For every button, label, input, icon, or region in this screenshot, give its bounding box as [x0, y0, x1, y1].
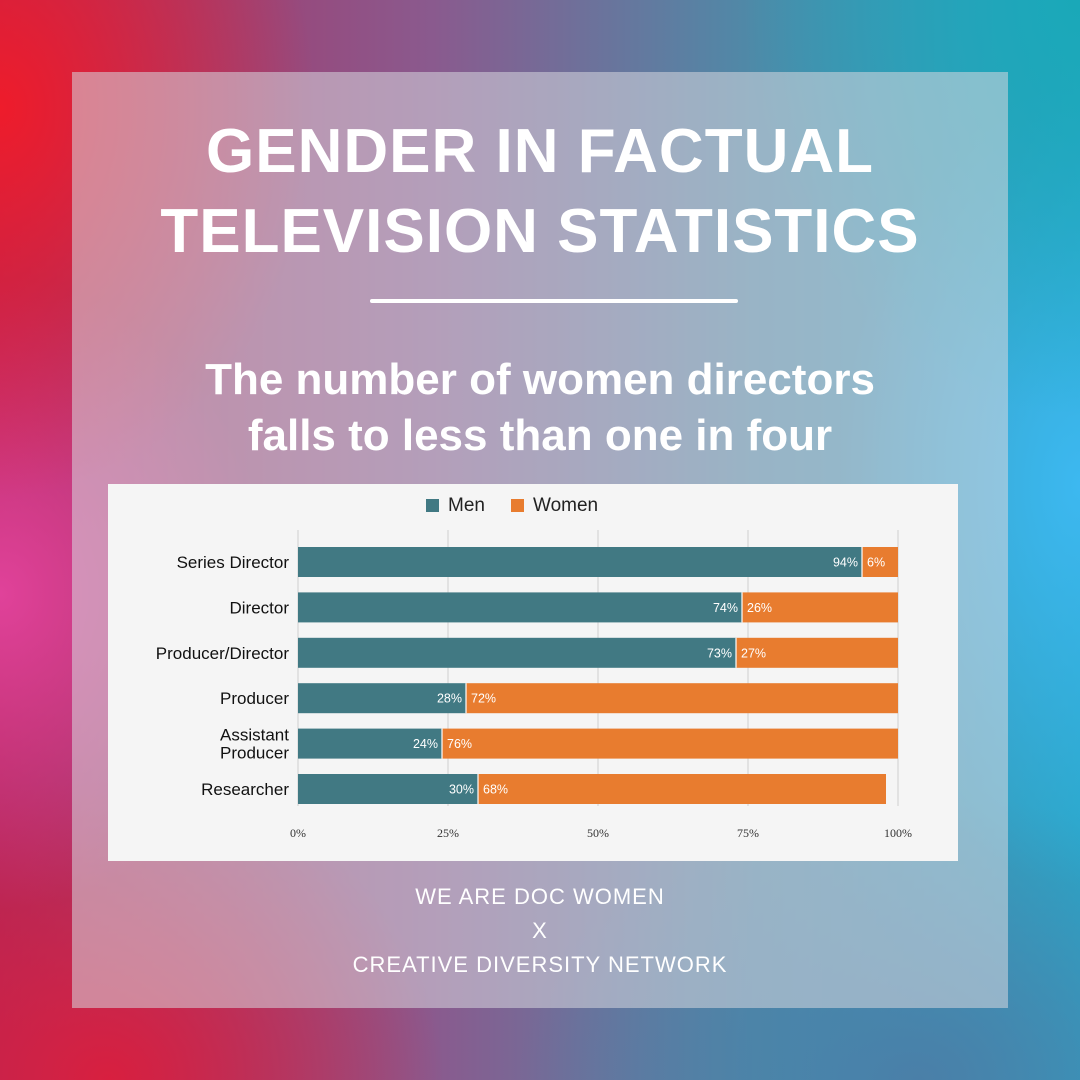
category-label: Producer — [220, 744, 289, 763]
category-label: Researcher — [201, 780, 289, 799]
data-label-women: 72% — [471, 692, 496, 706]
bar-men — [298, 637, 736, 668]
x-tick-label: 75% — [737, 826, 759, 840]
bar-women — [742, 592, 898, 623]
legend-swatch — [511, 499, 524, 512]
data-label-men: 74% — [713, 601, 738, 615]
bar-women — [442, 728, 898, 759]
x-tick-label: 0% — [290, 826, 306, 840]
data-label-men: 73% — [707, 646, 732, 660]
footer-line-2: X — [532, 918, 548, 943]
title-divider — [370, 299, 738, 303]
x-tick-label: 100% — [884, 826, 912, 840]
data-label-men: 94% — [833, 556, 858, 570]
legend-label: Women — [533, 495, 598, 516]
category-label: Producer — [220, 689, 289, 708]
bar-women — [736, 637, 898, 668]
legend-swatch — [426, 499, 439, 512]
category-label: Series Director — [177, 553, 290, 572]
chart-panel: 0% 25% 50% 75% 100% Men Women 94% 6% Series Direc… — [108, 484, 958, 861]
legend-label: Men — [448, 495, 485, 516]
bar-men — [298, 728, 442, 759]
data-label-men: 28% — [437, 692, 462, 706]
data-label-women: 76% — [447, 737, 472, 751]
x-tick-label: 50% — [587, 826, 609, 840]
page-title: GENDER IN FACTUAL TELEVISION STATISTICS — [72, 112, 1008, 272]
subtitle-line-2: falls to less than one in four — [247, 411, 833, 460]
data-label-women: 27% — [741, 646, 766, 660]
data-label-men: 30% — [449, 783, 474, 797]
title-line-2: TELEVISION STATISTICS — [160, 197, 920, 266]
bar-men — [298, 774, 478, 804]
category-label: Director — [229, 598, 289, 617]
category-label: Producer/Director — [156, 644, 290, 663]
bar-women — [478, 774, 886, 804]
category-label: Assistant — [220, 726, 289, 745]
data-label-women: 26% — [747, 601, 772, 615]
subtitle-line-1: The number of women directors — [205, 355, 875, 404]
data-label-men: 24% — [413, 737, 438, 751]
subtitle: The number of women directors falls to l… — [72, 352, 1008, 464]
x-tick-label: 25% — [437, 826, 459, 840]
stacked-bar-chart: 0% 25% 50% 75% 100% Men Women 94% 6% Series Direc… — [156, 495, 912, 840]
footer-line-3: CREATIVE DIVERSITY NETWORK — [352, 952, 728, 977]
bar-women — [466, 683, 898, 714]
title-line-1: GENDER IN FACTUAL — [206, 117, 874, 186]
footer-line-1: WE ARE DOC WOMEN — [415, 884, 665, 909]
data-label-women: 68% — [483, 783, 508, 797]
bar-men — [298, 547, 862, 577]
data-label-women: 6% — [867, 556, 885, 570]
bar-men — [298, 592, 742, 623]
bar-men — [298, 683, 466, 714]
bar-women — [862, 547, 898, 577]
